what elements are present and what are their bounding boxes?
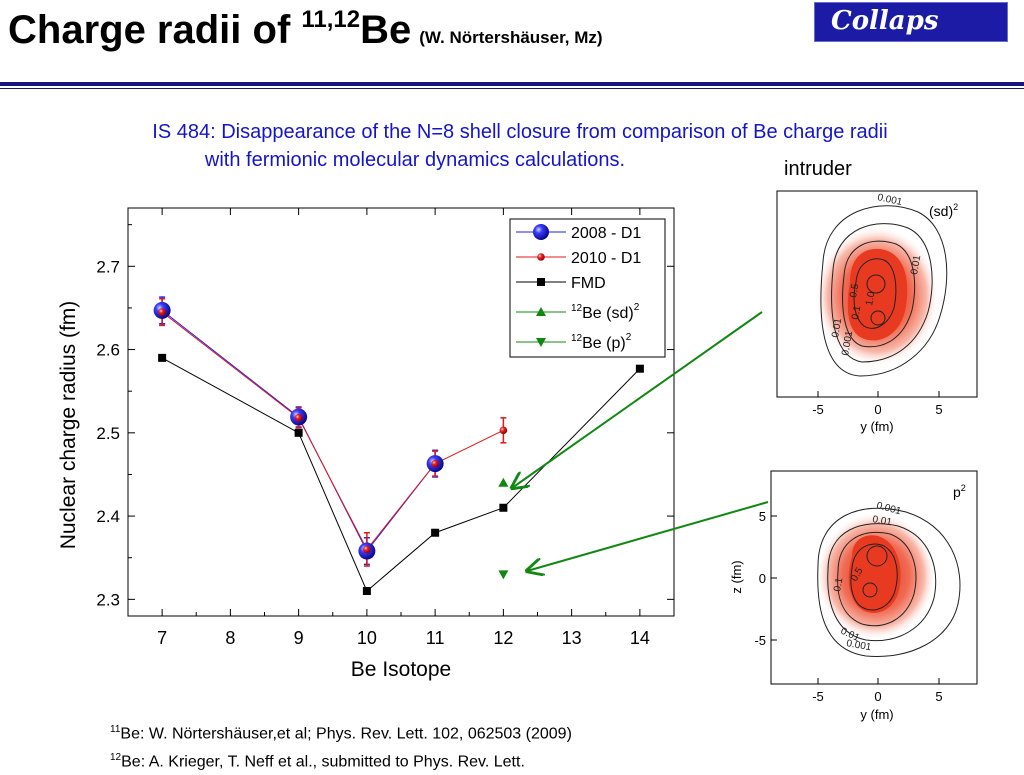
map2-x-tick-label: 0 [874, 689, 881, 704]
map1-x-tick-label: 5 [935, 402, 942, 417]
x-tick-label: 9 [294, 628, 304, 648]
d1-2010-point [294, 414, 303, 422]
charge-radius-chart: 7 8 9 10 11 12 13 142.32.42.52.62.7 2008 - D120… [57, 207, 675, 681]
subtitle-line-2: with fermionic molecular dynamics calcul… [204, 149, 626, 171]
y-tick-label: 2.4 [96, 507, 120, 526]
author-credit: (W. Nörtershäuser, Mz) [419, 28, 603, 47]
map2-x-tick-label: -5 [812, 689, 824, 704]
map1-contour-label: 0.01 [830, 317, 844, 339]
reference-1: 11Be: W. Nörtershäuser,et al; Phys. Rev.… [110, 724, 572, 743]
x-tick-label: 8 [225, 628, 235, 648]
title-rule [0, 82, 1024, 86]
map1-contour-label: 0.1 [850, 304, 863, 320]
x-tick-label: 13 [562, 628, 582, 648]
y-tick-label: 2.7 [96, 257, 120, 276]
map1-contour-label: 0.5 [848, 282, 861, 298]
map2-contour-label: 0.01 [871, 514, 893, 528]
y-axis-label: Nuclear charge radius (fm) [57, 301, 80, 550]
map1-contour-label: 0.001 [840, 330, 855, 357]
y-tick-label: 2.3 [96, 590, 120, 609]
map2-axis-ticks: -5 0 5 5 0 -5 [754, 509, 942, 704]
arrow-sd2-to-point [512, 311, 763, 488]
arrow-p2-to-point [527, 501, 769, 571]
map2-x-label: y (fm) [860, 707, 893, 722]
map1-x-label: y (fm) [860, 419, 893, 434]
d1-2010-point [158, 308, 166, 316]
map1-contour-label: 0.001 [876, 192, 903, 208]
map1-x-tick-label: -5 [812, 402, 824, 417]
x-axis-label: Be Isotope [351, 658, 451, 681]
title-rule-thin [0, 88, 1024, 89]
fmd-point [431, 528, 440, 537]
legend-label: 2008 - D1 [571, 225, 641, 242]
map2-x-tick-label: 5 [935, 689, 942, 704]
legend-label: FMD [571, 275, 606, 292]
map1-x-ticks: -5 0 5 [812, 391, 943, 417]
map1-x-tick-label: 0 [874, 402, 881, 417]
map1-contour-label: 1.0 [864, 290, 877, 306]
map2-y-tick-label: -5 [754, 633, 766, 648]
x-tick-label: 10 [357, 628, 377, 648]
legend-marker-sd2 [536, 307, 546, 316]
p2-point [498, 570, 509, 580]
legend-box [509, 218, 666, 358]
legend-label: 12Be (p)2 [571, 332, 632, 352]
d1-2010-point [499, 426, 508, 435]
map2-contour-labels: 0.001 0.01 0.1 0.5 0.01 0.001 [832, 500, 903, 653]
x-tick-label: 12 [493, 628, 513, 648]
map2-y-tick-label: 0 [759, 571, 766, 586]
intruder-label: intruder [784, 158, 852, 180]
p2-density-map: 0.001 0.01 0.1 0.5 0.01 0.001 p2 -5 0 550-… [729, 470, 978, 722]
subtitle: IS 484: Disappearance of the N=8 shell c… [40, 118, 1000, 174]
x-tick-label: 11 [426, 628, 445, 648]
map1-contour-label: 0.01 [909, 254, 923, 276]
map2-contour-label: 0.1 [832, 576, 845, 592]
references: 11Be: W. Nörtershäuser,et al; Phys. Rev.… [110, 718, 572, 775]
y-tick-label: 2.5 [96, 424, 120, 443]
map2-label: p2 [953, 483, 966, 500]
page-title: Charge radii of 11,12Be (W. Nörtershäuser… [8, 6, 603, 52]
map2-y-label: z (fm) [729, 560, 744, 593]
d1-2010-point [363, 545, 371, 554]
map1-contour-labels: 0.001 0.01 0.1 0.5 1.0 0.01 0.001 [830, 192, 923, 356]
legend-marker-2008 [533, 224, 549, 240]
axes: 7 8 9 10 11 12 13 14 2.3 2.4 2.5 2.6 2.7 [96, 208, 674, 648]
reference-2: 12Be: A. Krieger, T. Neff et al., submit… [110, 752, 525, 771]
fmd-point [294, 428, 303, 437]
map2-density-core [848, 535, 901, 613]
fmd-point [499, 503, 508, 512]
map2-y-tick-label: 5 [759, 509, 766, 524]
legend-marker-p2 [536, 338, 546, 347]
x-tick-label: 14 [630, 628, 650, 648]
x-tick-label: 7 [157, 628, 167, 648]
map2-contour-label: 0.001 [845, 638, 872, 653]
legend-marker-fmd [537, 278, 545, 286]
fmd-point [635, 364, 644, 373]
d1-2010-point [431, 459, 439, 468]
sd2-density-map: 0.001 0.01 0.1 0.5 1.0 0.01 0.001 (sd)2 … [776, 190, 978, 434]
map1-contours [820, 205, 948, 377]
collaps-logo: Collaps [814, 2, 1008, 42]
subtitle-line-1: IS 484: Disappearance of the N=8 shell c… [152, 121, 888, 143]
sd2-point [498, 477, 509, 487]
legend: 2008 - D1 2010 - D1 FMD 12Be (sd)2 12Be (p)2 [509, 218, 666, 358]
fmd-point [362, 587, 371, 596]
map2-contours [817, 507, 961, 658]
map1-label: (sd)2 [929, 202, 958, 219]
series-layer [153, 296, 644, 596]
fmd-point [158, 353, 167, 362]
legend-label: 12Be (sd)2 [571, 302, 640, 322]
y-tick-label: 2.6 [96, 341, 120, 360]
map1-density-core [847, 248, 908, 341]
legend-label: 2010 - D1 [571, 250, 641, 267]
legend-marker-2010 [537, 253, 545, 261]
